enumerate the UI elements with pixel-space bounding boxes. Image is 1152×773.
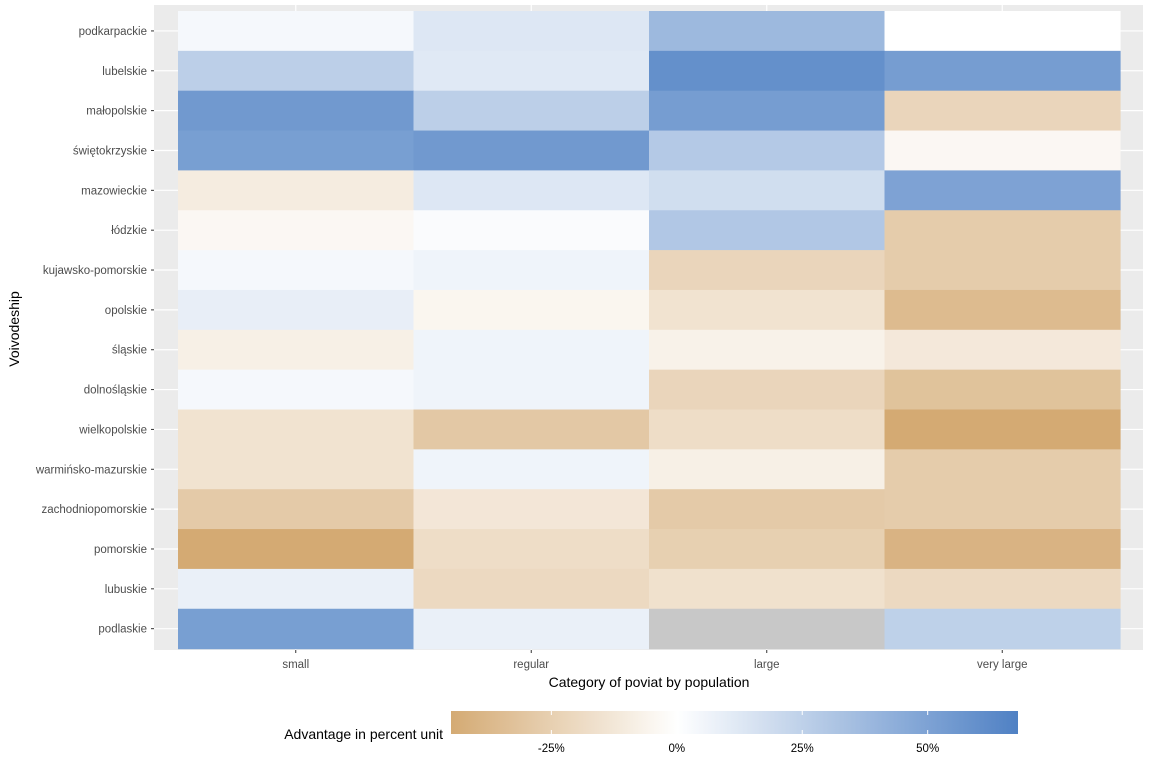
heatmap-cell-dolnośląskie-large (649, 369, 886, 411)
heatmap-cell-zachodniopomorskie-regular (413, 489, 650, 530)
color-legend: Advantage in percent unit -25% 0% 25% 50% (284, 711, 1018, 755)
heatmap-cell-małopolskie-regular (413, 90, 650, 132)
heatmap-cell-opolskie-very-large (884, 289, 1121, 331)
heatmap-cell-śląskie-regular (413, 329, 650, 371)
heatmap-cell-pomorskie-regular (413, 529, 650, 570)
x-axis-ticks: small regular large very large (282, 650, 1028, 671)
y-tick-label: podlaskie (98, 624, 147, 636)
heatmap-cell-dolnośląskie-small (178, 369, 415, 411)
heatmap-cell-warmińsko-mazurskie-large (649, 449, 886, 490)
heatmap-cell-podlaskie-very-large (884, 608, 1121, 650)
heatmap-cell-podkarpackie-large (649, 11, 886, 52)
heatmap-cell-wielkopolskie-large (649, 409, 886, 450)
heatmap-cell-małopolskie-very-large (884, 90, 1121, 132)
legend-tick-label: -25% (538, 743, 565, 755)
heatmap-cell-zachodniopomorskie-small (178, 489, 415, 530)
heatmap-cell-podlaskie-small (178, 608, 415, 650)
heatmap-cell-łódzkie-small (178, 210, 415, 251)
heatmap-cell-pomorskie-large (649, 529, 886, 570)
y-tick-label: podkarpackie (79, 26, 147, 38)
heatmap-cell-podkarpackie-very-large (884, 11, 1121, 52)
heatmap-cell-śląskie-large (649, 329, 886, 371)
y-tick-label: wielkopolskie (78, 424, 147, 436)
heatmap-cell-lubelskie-regular (413, 50, 650, 92)
heatmap-cell-warmińsko-mazurskie-small (178, 449, 415, 490)
heatmap-cell-świętokrzyskie-large (649, 130, 886, 171)
heatmap-cell-wielkopolskie-very-large (884, 409, 1121, 450)
y-tick-label: pomorskie (94, 544, 147, 556)
heatmap-cell-pomorskie-very-large (884, 529, 1121, 570)
heatmap-cell-opolskie-large (649, 289, 886, 331)
y-axis-ticks: podkarpackie lubelskie małopolskie świętokr… (35, 26, 154, 636)
y-tick-label: śląskie (112, 345, 147, 357)
heatmap-cell-zachodniopomorskie-very-large (884, 489, 1121, 530)
legend-tick-label: 50% (916, 743, 939, 755)
y-tick-label: warmińsko-mazurskie (35, 464, 147, 476)
heatmap-cell-lubuskie-large (649, 568, 886, 610)
heatmap-cell-śląskie-very-large (884, 329, 1121, 371)
heatmap-cell-mazowieckie-small (178, 170, 415, 211)
legend-ticks: -25% 0% 25% 50% (538, 711, 939, 755)
x-axis-title: Category of poviat by population (549, 674, 750, 690)
y-tick-label: lubelskie (102, 66, 147, 78)
legend-colorbar (451, 711, 1018, 734)
x-tick-label: large (754, 659, 780, 671)
heatmap-cell-łódzkie-regular (413, 210, 650, 251)
heatmap-cell-lubuskie-small (178, 568, 415, 610)
y-tick-label: małopolskie (86, 106, 147, 118)
heatmap-cell-opolskie-small (178, 289, 415, 331)
heatmap-cell-świętokrzyskie-very-large (884, 130, 1121, 171)
heatmap-cell-małopolskie-large (649, 90, 886, 132)
legend-tick-label: 25% (791, 743, 814, 755)
heatmap-cell-małopolskie-small (178, 90, 415, 132)
heatmap-cell-lubuskie-very-large (884, 568, 1121, 610)
y-axis-title: Voivodeship (6, 291, 22, 367)
heatmap-cell-mazowieckie-large (649, 170, 886, 211)
legend-title: Advantage in percent unit (284, 726, 443, 742)
heatmap-cell-łódzkie-large (649, 210, 886, 251)
y-tick-label: mazowieckie (81, 185, 147, 197)
y-tick-label: opolskie (105, 305, 147, 317)
heatmap-cell-wielkopolskie-small (178, 409, 415, 450)
heatmap-cell-wielkopolskie-regular (413, 409, 650, 450)
heatmap-tiles (178, 11, 1121, 650)
heatmap-cell-warmińsko-mazurskie-very-large (884, 449, 1121, 490)
y-tick-label: lubuskie (105, 584, 147, 596)
y-tick-label: kujawsko-pomorskie (43, 265, 147, 277)
heatmap-cell-podkarpackie-regular (413, 11, 650, 52)
heatmap-cell-dolnośląskie-very-large (884, 369, 1121, 411)
legend-tick-label: 0% (668, 743, 685, 755)
heatmap-cell-lubelskie-large (649, 50, 886, 92)
heatmap-cell-kujawsko-pomorskie-small (178, 250, 415, 291)
heatmap-cell-podlaskie-large (649, 608, 886, 650)
heatmap-cell-śląskie-small (178, 329, 415, 371)
heatmap-cell-lubelskie-small (178, 50, 415, 92)
heatmap-cell-mazowieckie-very-large (884, 170, 1121, 211)
heatmap-cell-zachodniopomorskie-large (649, 489, 886, 530)
heatmap-cell-podkarpackie-small (178, 11, 415, 52)
heatmap-cell-świętokrzyskie-small (178, 130, 415, 171)
heatmap-cell-kujawsko-pomorskie-large (649, 250, 886, 291)
heatmap-cell-lubuskie-regular (413, 568, 650, 610)
y-tick-label: zachodniopomorskie (42, 504, 147, 516)
heatmap-cell-kujawsko-pomorskie-very-large (884, 250, 1121, 291)
x-tick-label: small (282, 659, 309, 671)
heatmap-cell-warmińsko-mazurskie-regular (413, 449, 650, 490)
heatmap-cell-pomorskie-small (178, 529, 415, 570)
heatmap-cell-mazowieckie-regular (413, 170, 650, 211)
heatmap-cell-dolnośląskie-regular (413, 369, 650, 411)
heatmap-cell-lubelskie-very-large (884, 50, 1121, 92)
heatmap-cell-opolskie-regular (413, 289, 650, 331)
x-tick-label: very large (977, 659, 1028, 671)
heatmap-cell-świętokrzyskie-regular (413, 130, 650, 171)
y-tick-label: łódzkie (111, 225, 147, 237)
y-tick-label: świętokrzyskie (73, 145, 147, 157)
x-tick-label: regular (513, 659, 549, 671)
y-tick-label: dolnośląskie (84, 385, 147, 397)
heatmap-cell-podlaskie-regular (413, 608, 650, 650)
heatmap-cell-kujawsko-pomorskie-regular (413, 250, 650, 291)
heatmap-cell-łódzkie-very-large (884, 210, 1121, 251)
